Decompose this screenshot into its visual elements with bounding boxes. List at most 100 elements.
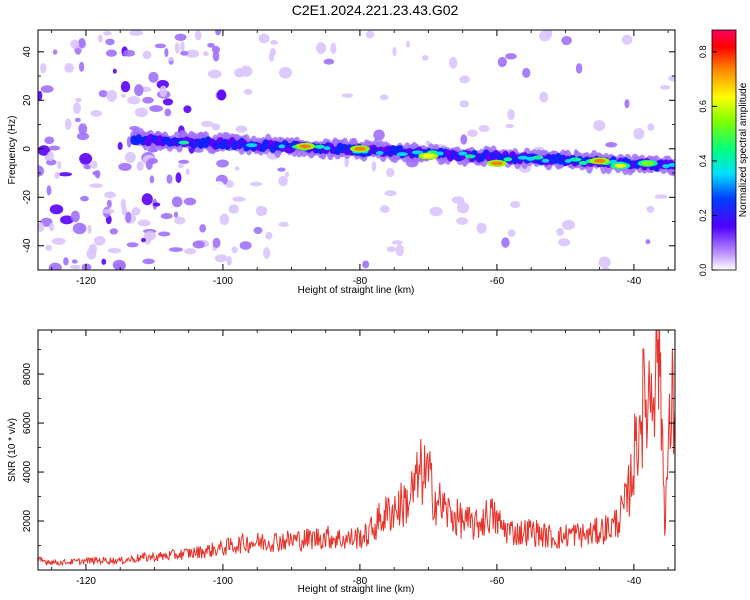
spectrogram-y-axis-label: Frequency (Hz) (7, 116, 18, 185)
spectrogram-noise-blob (174, 42, 180, 54)
spectrogram-noise-blob (341, 93, 354, 98)
spectrogram-noise-blob (64, 118, 72, 130)
spectrogram-noise-blob (460, 134, 468, 145)
spectrogram-noise-blob (386, 246, 396, 253)
spectrogram-noise-blob (70, 210, 80, 223)
spectrogram-noise-blob (145, 160, 153, 170)
spectrogram-noise-blob (51, 237, 66, 245)
spectrogram-noise-blob (270, 40, 278, 45)
spectrogram-noise-blob (175, 172, 182, 184)
spectrogram-noise-blob (278, 221, 289, 227)
spectrogram-noise-blob (106, 89, 118, 102)
spectrogram-noise-blob (373, 66, 384, 71)
snr-frame (37, 329, 676, 571)
ridge-bright (178, 140, 190, 145)
ridge-bright (411, 150, 424, 155)
spectrogram-noise-blob (234, 166, 240, 171)
spectrogram-noise-blob (258, 33, 270, 44)
spectrogram-noise-blob (330, 42, 337, 55)
spectrogram-noise-blob (149, 105, 164, 112)
spectrogram-noise-blob (87, 224, 92, 234)
spectrogram-noise-blob (162, 98, 174, 106)
spectrogram-noise-blob (127, 96, 141, 105)
spectrogram-noise-blob (601, 267, 611, 270)
spectrogram-noise-blob (253, 186, 267, 197)
spectrogram-noise-blob (38, 90, 43, 101)
spectrogram-noise-blob (149, 175, 155, 184)
ridge-bright (494, 154, 507, 159)
spectrogram-noise-blob (459, 75, 470, 84)
spectrogram-noise-blob (105, 38, 115, 46)
spectrogram-noise-blob (185, 49, 200, 58)
spectrogram-noise-blob (255, 205, 266, 217)
colorbar-label: Normalized spectral amplitude (738, 82, 749, 217)
spectrogram-noise-blob (505, 53, 517, 60)
spectrogram-noise-blob (379, 94, 389, 101)
snr-x-axis-label: Height of straight line (km) (298, 584, 415, 595)
spectrogram-noise-blob (200, 120, 214, 127)
spectrogram-noise-blob (243, 88, 253, 95)
spectrogram-noise-blob (501, 237, 510, 248)
spectrogram-noise-blob (501, 177, 511, 187)
y-tick-label: 4000 (22, 460, 33, 483)
spectrogram-noise-blob (44, 136, 55, 145)
spectrogram-y-ticks: -40 -20 0 20 40 (22, 46, 675, 271)
spectrogram-noise-blob (216, 159, 229, 168)
x-tick-label: -40 (627, 576, 642, 587)
spectrogram-noise-blob (160, 213, 173, 220)
spectrogram-noise-blob (478, 124, 490, 133)
spectrogram-noise-blob (558, 238, 571, 247)
spectrogram-noise-blob (142, 50, 152, 60)
spectrogram-noise-blob (40, 85, 54, 93)
spectrogram-noise-blob (129, 30, 144, 36)
ridge-bright (541, 158, 550, 163)
spectrogram-noise-blob (362, 260, 370, 269)
spectrogram-image (38, 30, 675, 270)
spectrogram-noise-blob (421, 55, 429, 61)
spectrogram-noise-blob (49, 204, 64, 215)
spectrogram-noise-blob (277, 167, 286, 172)
spectrogram-noise-blob (112, 68, 117, 74)
spectrogram-noise-blob (384, 190, 397, 197)
spectrogram-noise-blob (194, 30, 202, 41)
spectrogram-noise-blob (164, 108, 172, 117)
spectrogram-noise-blob (185, 168, 190, 176)
y-tick-label: 40 (22, 46, 33, 58)
spectrogram-noise-blob (575, 63, 583, 74)
spectrogram-noise-blob (98, 90, 108, 98)
spectrogram-frame (37, 29, 676, 271)
spectrogram-noise-blob (467, 129, 478, 138)
y-tick-label: 8000 (22, 363, 33, 386)
spectrogram-noise-blob (180, 50, 189, 56)
spectrogram-noise-blob (365, 30, 375, 39)
ridge-bright (285, 143, 293, 148)
spectrogram-noise-blob (171, 196, 183, 208)
spectrogram-noise-blob (373, 129, 385, 141)
y-tick-label: -20 (22, 190, 33, 205)
spectrogram-noise-blob (78, 61, 85, 72)
spectrogram-noise-blob (75, 97, 82, 103)
spectrogram-noise-blob (78, 123, 88, 135)
ridge-bright (503, 157, 513, 162)
spectrogram-noise-blob (58, 172, 73, 177)
x-tick-label: -120 (76, 276, 96, 287)
spectrogram-noise-blob (141, 237, 146, 243)
spectrogram-noise-blob (605, 142, 618, 148)
spectrogram-noise-blob (71, 259, 78, 264)
spectrogram-noise-blob (212, 237, 221, 249)
spectrogram-noise-blob (188, 118, 202, 128)
spectrogram-noise-blob (126, 242, 139, 248)
ridge-bright (511, 157, 519, 162)
spectrogram-noise-blob (278, 66, 293, 79)
y-tick-label: -40 (22, 238, 33, 253)
ridge-bright (278, 144, 286, 149)
spectrogram-noise-blob (216, 89, 227, 101)
page-title: C2E1.2024.221.23.43.G02 (291, 2, 459, 18)
y-tick-label: 6000 (22, 412, 33, 435)
spectrogram-noise-blob (272, 97, 278, 107)
spectrogram-noise-blob (168, 57, 174, 62)
spectrogram-noise-blob (633, 128, 645, 140)
spectrogram-noise-blob (497, 56, 507, 68)
spectrogram-noise-blob (228, 204, 239, 214)
spectrogram-noise-blob (134, 107, 148, 118)
